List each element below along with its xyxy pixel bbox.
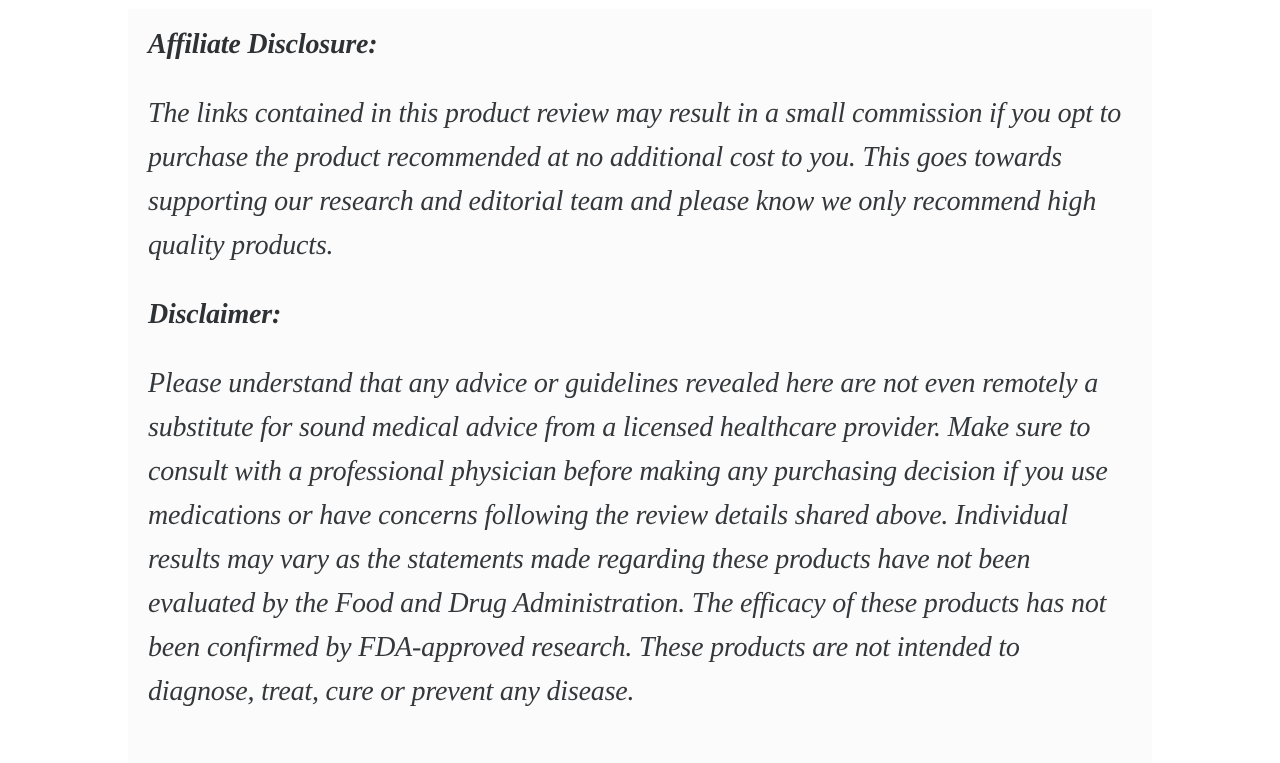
disclaimer-heading: Disclaimer:: [148, 299, 282, 330]
article-content: Affiliate Disclosure: The links containe…: [128, 9, 1152, 763]
affiliate-disclosure-text: The links contained in this product revi…: [148, 98, 1122, 261]
affiliate-disclosure-heading: Affiliate Disclosure:: [148, 29, 378, 60]
disclaimer-text: Please understand that any advice or gui…: [148, 368, 1108, 707]
